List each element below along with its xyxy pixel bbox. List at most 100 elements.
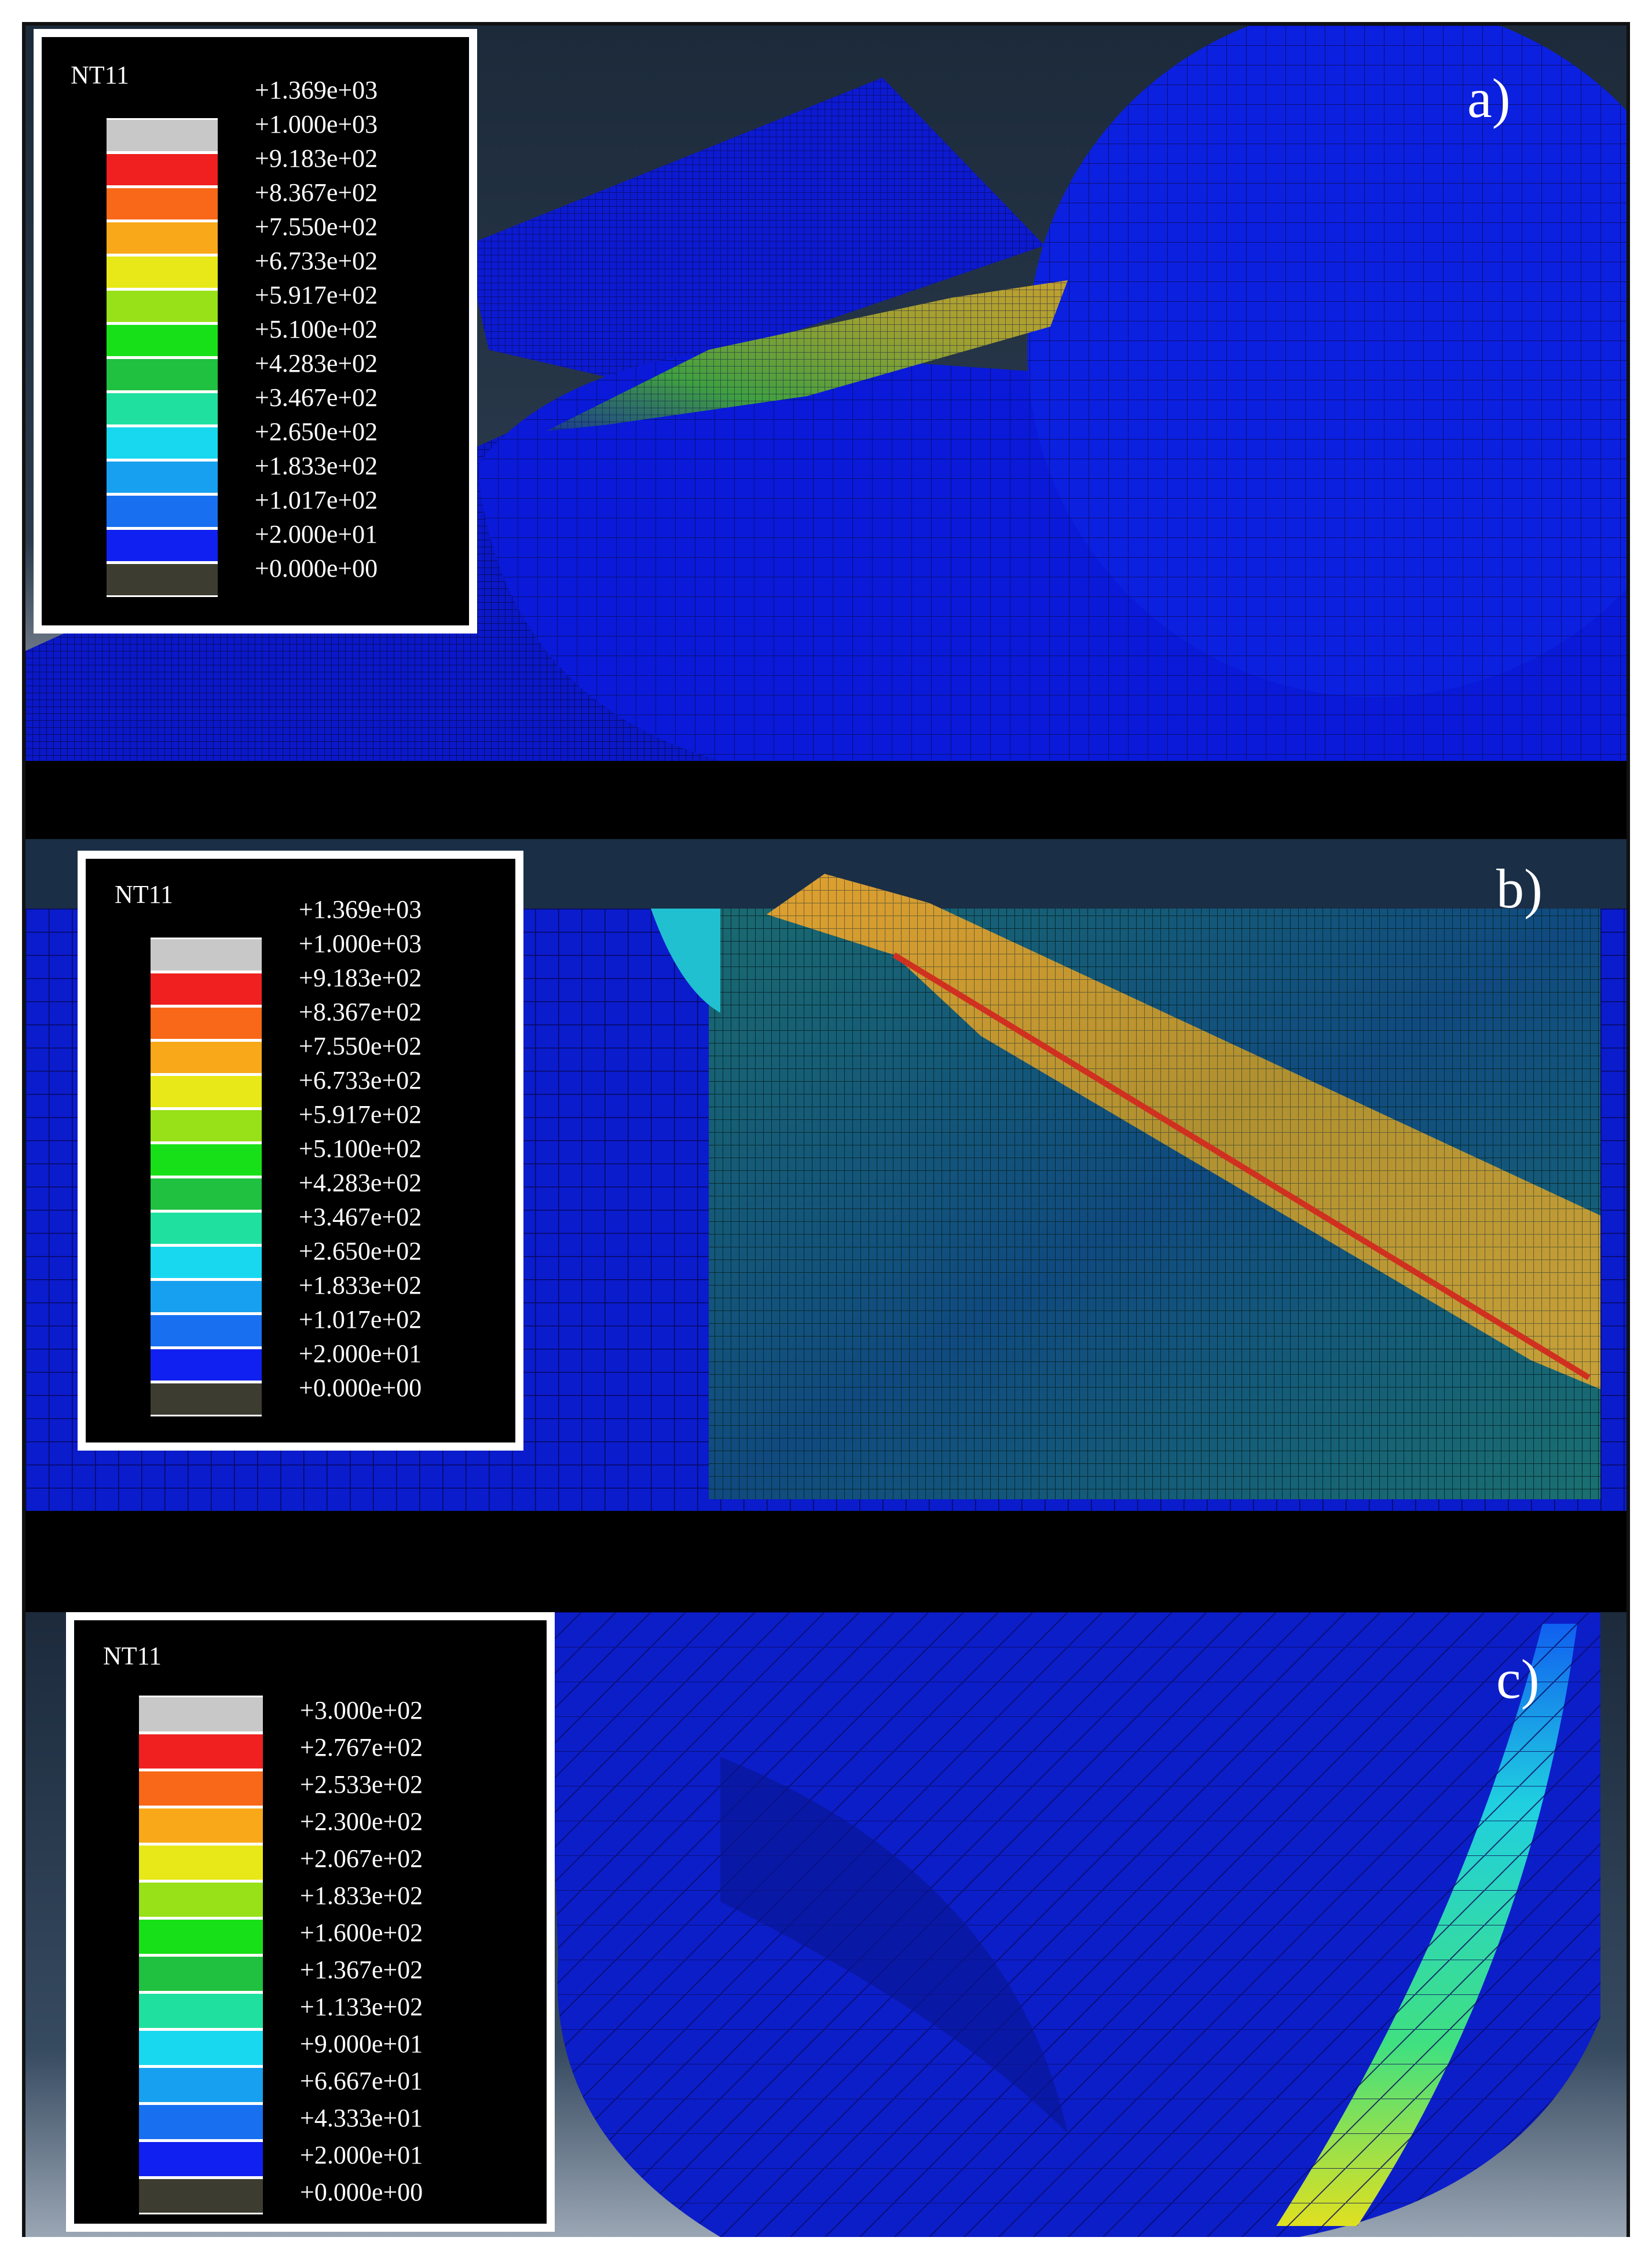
legend-swatch [107, 152, 218, 187]
legend-swatch [139, 1770, 263, 1807]
legend-value: +2.650e+02 [255, 418, 378, 446]
legend-value: +8.367e+02 [299, 998, 422, 1026]
legend-swatch [107, 494, 218, 529]
legend-swatch [107, 460, 218, 495]
legend-swatch [151, 1074, 262, 1109]
panel-a-legend: NT11 +1.369e+03 +1.000e+03 +9 [34, 29, 477, 634]
legend-variable-name: NT11 [103, 1642, 162, 1670]
legend-value: +1.833e+02 [255, 452, 378, 480]
legend-swatch [139, 1955, 263, 1993]
legend-swatch [107, 528, 218, 563]
legend-swatch [139, 1918, 263, 1956]
legend-swatch [107, 426, 218, 460]
panel-a: NT11 +1.369e+03 +1.000e+03 +9 [25, 25, 1627, 761]
panel-c-label: c) [1496, 1648, 1540, 1710]
legend-value: +1.369e+03 [255, 76, 378, 104]
legend-value: +4.283e+02 [299, 1169, 422, 1197]
legend-value: +2.067e+02 [300, 1844, 423, 1873]
panel-a-label: a) [1467, 67, 1511, 129]
legend-value: +0.000e+00 [299, 1374, 422, 1402]
legend-value: +5.917e+02 [299, 1100, 422, 1129]
legend-value: +2.000e+01 [255, 520, 378, 548]
panel-b: NT11 +1.369e+03 +1.000e+03 +9 [25, 839, 1627, 1511]
legend-swatch [139, 2066, 263, 2104]
panel-b-label: b) [1496, 858, 1543, 920]
legend-value: +2.300e+02 [300, 1807, 423, 1836]
legend-swatch [151, 972, 262, 1006]
legend-swatch [151, 1382, 262, 1416]
legend-swatch [139, 1696, 263, 1733]
legend-swatch [151, 1177, 262, 1211]
legend-value: +7.550e+02 [255, 213, 378, 241]
legend-swatch [107, 391, 218, 426]
legend-swatch [139, 2103, 263, 2141]
legend-swatch [151, 1143, 262, 1177]
legend-swatch [151, 1211, 262, 1246]
legend-value: +4.283e+02 [255, 349, 378, 378]
legend-value: +0.000e+00 [300, 2178, 423, 2206]
legend-swatch [107, 186, 218, 221]
legend-value: +3.467e+02 [255, 383, 378, 412]
legend-swatch [107, 255, 218, 290]
legend-color-bar [151, 938, 262, 1417]
legend-swatch [139, 1992, 263, 2030]
legend-value: +1.369e+03 [299, 895, 422, 924]
legend-color-bar [139, 1696, 263, 2214]
legend-swatch [151, 1279, 262, 1314]
legend-swatch [151, 938, 262, 972]
legend-value: +9.000e+01 [300, 2030, 423, 2058]
legend-value: +2.650e+02 [299, 1237, 422, 1265]
panel-c: NT11 +3.000e+02 +2.767e+02 +2 [25, 1612, 1627, 2237]
legend-value: +5.917e+02 [255, 281, 378, 309]
legend-swatch [151, 1348, 262, 1382]
legend-value: +1.000e+03 [299, 929, 422, 958]
legend-value: +8.367e+02 [255, 178, 378, 207]
legend-swatch [139, 2029, 263, 2067]
legend-value: +6.733e+02 [255, 247, 378, 275]
legend-value: +9.183e+02 [255, 144, 378, 173]
legend-swatch [151, 1108, 262, 1143]
legend-swatch [139, 1733, 263, 1770]
legend-value: +6.667e+01 [300, 2067, 423, 2095]
legend-value: +1.833e+02 [299, 1271, 422, 1299]
legend-swatch [107, 289, 218, 324]
legend-variable-name: NT11 [71, 61, 130, 89]
panel-a-mesh-view [25, 25, 1627, 761]
legend-value: +0.000e+00 [255, 554, 378, 583]
legend-value: +1.017e+02 [255, 486, 378, 514]
legend-value: +1.367e+02 [300, 1956, 423, 1984]
panel-b-legend: NT11 +1.369e+03 +1.000e+03 +9 [78, 851, 523, 1451]
panel-c-legend: NT11 +3.000e+02 +2.767e+02 +2 [66, 1612, 555, 2232]
legend-value: +9.183e+02 [299, 964, 422, 992]
legend-swatch [139, 2140, 263, 2178]
legend-value: +4.333e+01 [300, 2104, 423, 2132]
legend-value: +5.100e+02 [299, 1134, 422, 1163]
legend-value: +1.833e+02 [300, 1881, 423, 1910]
legend-value: +3.000e+02 [300, 1696, 423, 1725]
legend-value: +1.017e+02 [299, 1305, 422, 1334]
legend-variable-name: NT11 [115, 880, 174, 909]
legend-swatch [107, 323, 218, 358]
legend-value: +2.533e+02 [300, 1770, 423, 1799]
legend-swatch [151, 1313, 262, 1348]
legend-value: +7.550e+02 [299, 1032, 422, 1060]
legend-value: +5.100e+02 [255, 315, 378, 343]
figure-frame: NT11 +1.369e+03 +1.000e+03 +9 [22, 22, 1630, 2237]
legend-swatch [139, 2177, 263, 2214]
legend-swatch [139, 1881, 263, 1918]
legend-value: +1.600e+02 [300, 1918, 423, 1947]
legend-swatch [107, 562, 218, 597]
legend-swatch [139, 1807, 263, 1844]
legend-swatch [107, 221, 218, 255]
legend-value: +1.133e+02 [300, 1993, 423, 2021]
legend-swatch [107, 118, 218, 153]
legend-color-bar [107, 118, 218, 598]
legend-value: +2.767e+02 [300, 1733, 423, 1762]
legend-swatch [107, 357, 218, 392]
legend-swatch [139, 1844, 263, 1881]
legend-swatch [151, 1006, 262, 1041]
legend-value: +2.000e+01 [300, 2141, 423, 2169]
legend-value: +2.000e+01 [299, 1339, 422, 1368]
legend-value: +3.467e+02 [299, 1203, 422, 1231]
legend-value: +6.733e+02 [299, 1066, 422, 1094]
